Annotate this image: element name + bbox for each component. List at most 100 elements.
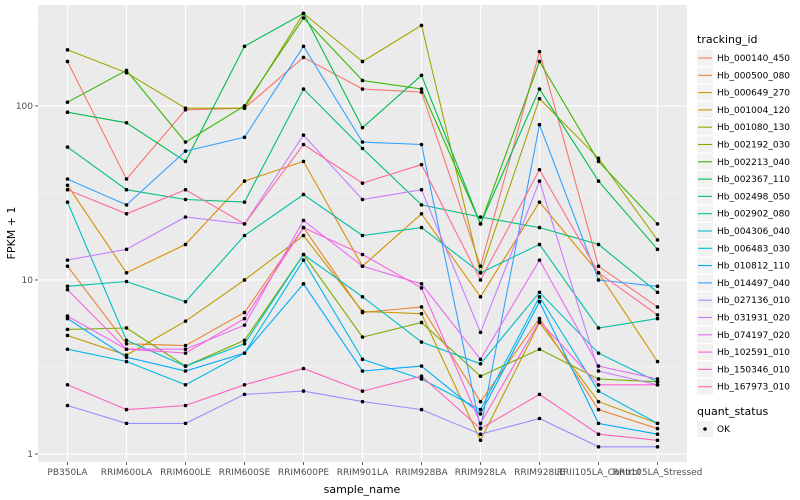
data-point: [655, 305, 660, 309]
data-point: [655, 377, 660, 381]
x-tick-label: RRII105LA_Control: [557, 468, 640, 478]
data-point: [183, 421, 188, 426]
data-point: [124, 270, 129, 275]
data-point: [124, 187, 129, 192]
data-point: [419, 374, 424, 379]
data-point: [124, 326, 129, 330]
data-point: [596, 432, 601, 437]
data-point: [360, 295, 365, 299]
data-point: [419, 90, 424, 94]
data-point: [478, 374, 483, 379]
data-point: [360, 87, 365, 91]
data-point: [478, 361, 483, 366]
data-point: [242, 310, 247, 315]
data-point: [478, 278, 483, 282]
legend-label: Hb_002498_050: [717, 192, 790, 202]
data-point: [419, 286, 424, 290]
data-point: [124, 120, 129, 125]
data-point: [419, 162, 424, 167]
data-point: [65, 145, 70, 149]
data-point: [478, 426, 483, 431]
data-point: [183, 319, 188, 323]
legend: tracking_id Hb_000140_450 Hb_000500_080 Hb…: [697, 33, 790, 437]
data-point: [242, 233, 247, 238]
data-point: [655, 380, 660, 384]
data-point: [242, 323, 247, 327]
legend-label: Hb_002367_110: [717, 175, 790, 185]
data-point: [124, 247, 129, 252]
data-point: [596, 270, 601, 275]
data-point: [360, 140, 365, 144]
y-tick-label: 100: [16, 102, 33, 112]
data-point: [242, 179, 247, 183]
data-point: [183, 242, 188, 247]
data-point: [360, 78, 365, 83]
data-point: [301, 55, 306, 60]
data-point: [242, 135, 247, 140]
data-point: [537, 299, 542, 304]
data-point: [596, 421, 601, 426]
data-point: [596, 242, 601, 247]
data-point: [183, 187, 188, 192]
data-point: [65, 258, 70, 262]
data-point: [183, 197, 188, 202]
data-point: [301, 252, 306, 257]
legend-label: Hb_000649_270: [717, 89, 790, 99]
data-point: [360, 125, 365, 130]
legend-label: Hb_000140_450: [717, 54, 790, 64]
data-point: [242, 341, 247, 346]
data-point: [183, 364, 188, 368]
series-points: [65, 11, 660, 449]
data-point: [419, 87, 424, 91]
x-tick-label: RRIM600SE: [219, 468, 271, 478]
data-point: [537, 295, 542, 299]
data-point: [360, 335, 365, 339]
data-point: [655, 290, 660, 295]
data-point: [124, 355, 129, 360]
legend-label: Hb_031931_020: [717, 314, 790, 324]
data-point: [242, 200, 247, 204]
data-point: [655, 421, 660, 426]
data-point: [183, 351, 188, 355]
data-point: [124, 279, 129, 284]
data-point: [65, 110, 70, 115]
data-point: [242, 316, 247, 321]
x-tick-label: RRIM600PE: [278, 468, 330, 478]
data-point: [419, 203, 424, 207]
data-point: [65, 284, 70, 289]
data-point: [242, 104, 247, 108]
data-point: [655, 432, 660, 437]
data-point: [655, 445, 660, 449]
x-tick-label: RRIM928LA: [455, 468, 507, 478]
data-point: [242, 392, 247, 397]
data-point: [655, 382, 660, 387]
data-point: [537, 49, 542, 54]
data-point: [537, 167, 542, 172]
legend-label: Hb_001004_120: [717, 106, 790, 116]
data-point: [596, 399, 601, 404]
data-point: [655, 438, 660, 443]
data-point: [419, 377, 424, 381]
data-point: [419, 320, 424, 325]
legend-label: Hb_167973_010: [717, 383, 790, 393]
data-point: [183, 347, 188, 352]
data-point: [301, 258, 306, 262]
x-tick-label: RRIM928BA: [395, 468, 448, 478]
y-tick-label: 1: [27, 450, 33, 460]
legend-label: Hb_074197_020: [717, 331, 790, 341]
data-point: [419, 142, 424, 147]
legend-label: Hb_102591_010: [717, 348, 790, 358]
data-point: [360, 181, 365, 185]
legend-label: Hb_002192_030: [717, 141, 790, 151]
data-point: [360, 399, 365, 404]
data-point: [65, 316, 70, 321]
data-point: [124, 347, 129, 352]
x-axis-title: sample_name: [324, 483, 401, 496]
data-point: [65, 100, 70, 105]
data-point: [655, 238, 660, 242]
data-point: [301, 87, 306, 91]
data-point: [124, 68, 129, 73]
data-point: [124, 177, 129, 181]
data-point: [124, 421, 129, 426]
data-point: [301, 218, 306, 223]
